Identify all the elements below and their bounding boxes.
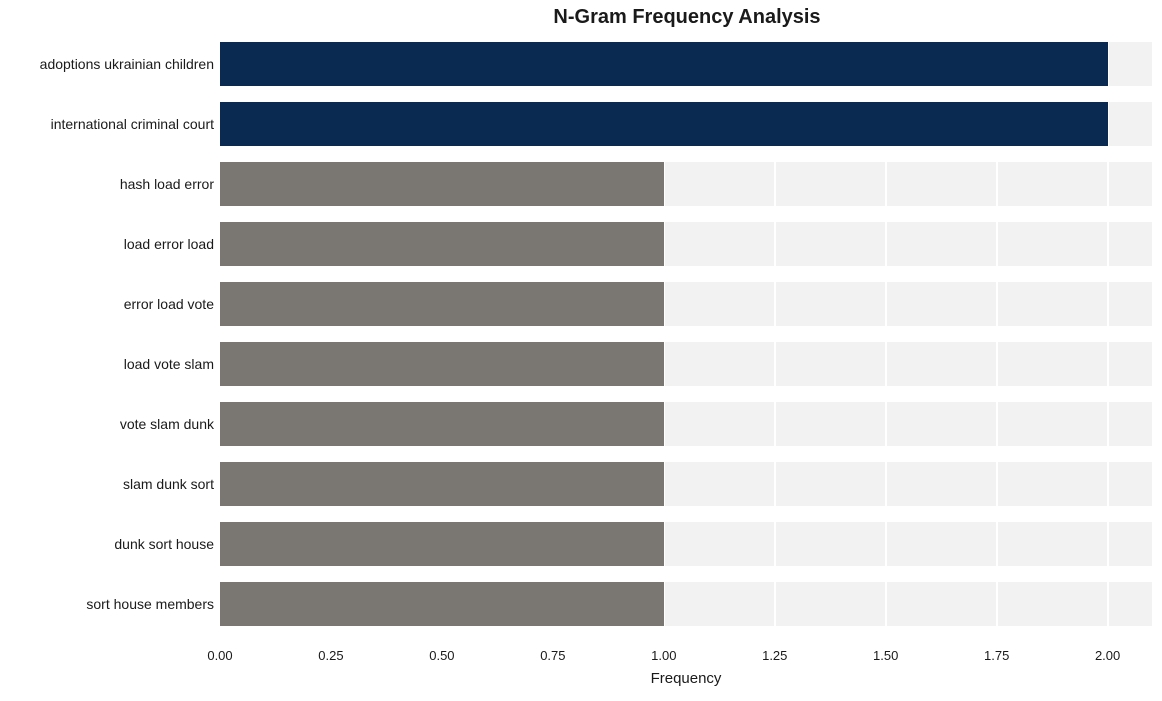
y-tick-label: vote slam dunk (120, 416, 214, 432)
x-tick-label: 0.00 (207, 648, 232, 663)
x-tick-label: 1.25 (762, 648, 787, 663)
x-tick-label: 1.50 (873, 648, 898, 663)
x-tick-label: 0.50 (429, 648, 454, 663)
x-axis-label: Frequency (220, 670, 1152, 687)
y-tick-label: load error load (124, 236, 214, 252)
bars-layer (220, 34, 1152, 634)
bar (220, 162, 664, 206)
bar (220, 342, 664, 386)
y-tick-label: sort house members (86, 596, 214, 612)
x-axis: 0.000.250.500.751.001.251.501.752.00 Fre… (220, 634, 1152, 694)
x-tick-label: 2.00 (1095, 648, 1120, 663)
bar (220, 462, 664, 506)
bar (220, 282, 664, 326)
x-tick-label: 1.75 (984, 648, 1009, 663)
bar (220, 402, 664, 446)
bar (220, 222, 664, 266)
y-tick-label: dunk sort house (114, 536, 214, 552)
ngram-frequency-chart: N-Gram Frequency Analysis adoptions ukra… (0, 0, 1162, 701)
y-tick-label: international criminal court (51, 116, 214, 132)
bar (220, 522, 664, 566)
y-tick-label: load vote slam (124, 356, 214, 372)
x-tick-label: 0.25 (318, 648, 343, 663)
y-tick-label: adoptions ukrainian children (40, 56, 214, 72)
bar (220, 102, 1108, 146)
x-tick-label: 0.75 (540, 648, 565, 663)
chart-title: N-Gram Frequency Analysis (220, 6, 1154, 29)
plot-area (220, 34, 1152, 634)
y-tick-label: hash load error (120, 176, 214, 192)
x-tick-label: 1.00 (651, 648, 676, 663)
bar (220, 42, 1108, 86)
bar (220, 582, 664, 626)
y-axis: adoptions ukrainian children internationa… (0, 34, 214, 634)
y-tick-label: slam dunk sort (123, 476, 214, 492)
y-tick-label: error load vote (124, 296, 214, 312)
